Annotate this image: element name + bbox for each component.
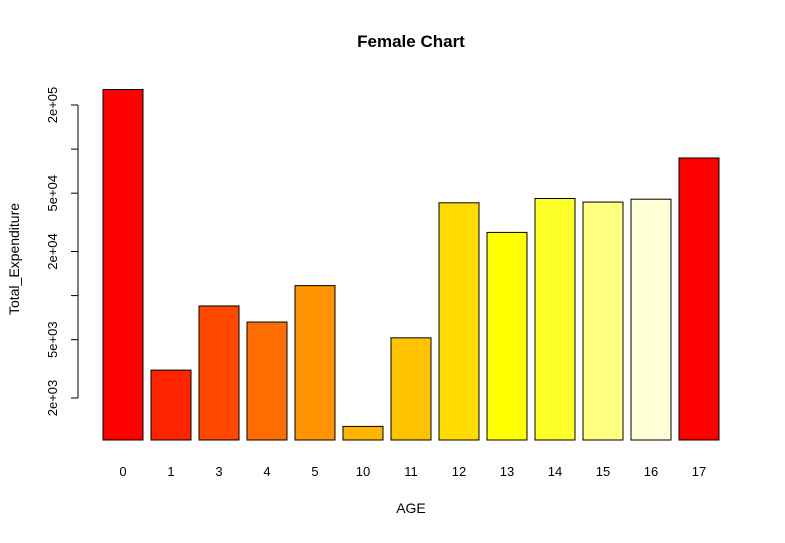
y-tick-label: 2e+03: [45, 380, 60, 417]
bar-age-16: [630, 198, 672, 441]
x-tick-label: 5: [311, 464, 318, 479]
x-tick-label: 15: [596, 464, 610, 479]
x-tick-label: 4: [263, 464, 270, 479]
bars-group: [102, 89, 720, 441]
bar-age-17: [678, 157, 720, 441]
bar-age-12: [438, 202, 480, 441]
x-tick-label: 17: [692, 464, 706, 479]
x-tick-label: 1: [167, 464, 174, 479]
x-tick-label: 11: [404, 464, 418, 479]
x-axis-label: AGE: [396, 500, 426, 516]
bar-age-15: [582, 201, 624, 441]
bar-age-10: [342, 425, 384, 441]
bar-age-3: [198, 305, 240, 441]
x-tick-label: 12: [452, 464, 466, 479]
y-axis: 2e+03 5e+03 2e+04 5e+04 2e+05: [45, 87, 79, 417]
bar-age-11: [390, 337, 432, 441]
bar-age-13: [486, 231, 528, 441]
x-tick-label: 13: [500, 464, 514, 479]
bar-age-14: [534, 198, 576, 441]
x-tick-label: 3: [215, 464, 222, 479]
x-tick-label: 0: [119, 464, 126, 479]
x-tick-label: 14: [548, 464, 562, 479]
bar-age-1: [150, 369, 192, 441]
y-axis-label: Total_Expenditure: [6, 203, 22, 315]
x-tick-labels: 0 1 3 4 5 10 11 12 13 14 15 16 17: [119, 464, 706, 479]
chart-title: Female Chart: [357, 32, 465, 51]
y-tick-label: 2e+05: [45, 87, 60, 124]
y-tick-label: 5e+04: [45, 175, 60, 212]
y-tick-label: 2e+04: [45, 233, 60, 270]
x-tick-label: 16: [644, 464, 658, 479]
bar-age-0: [102, 89, 144, 441]
bar-age-5: [294, 285, 336, 441]
y-tick-label: 5e+03: [45, 321, 60, 358]
x-tick-label: 10: [356, 464, 370, 479]
bar-age-4: [246, 321, 288, 441]
